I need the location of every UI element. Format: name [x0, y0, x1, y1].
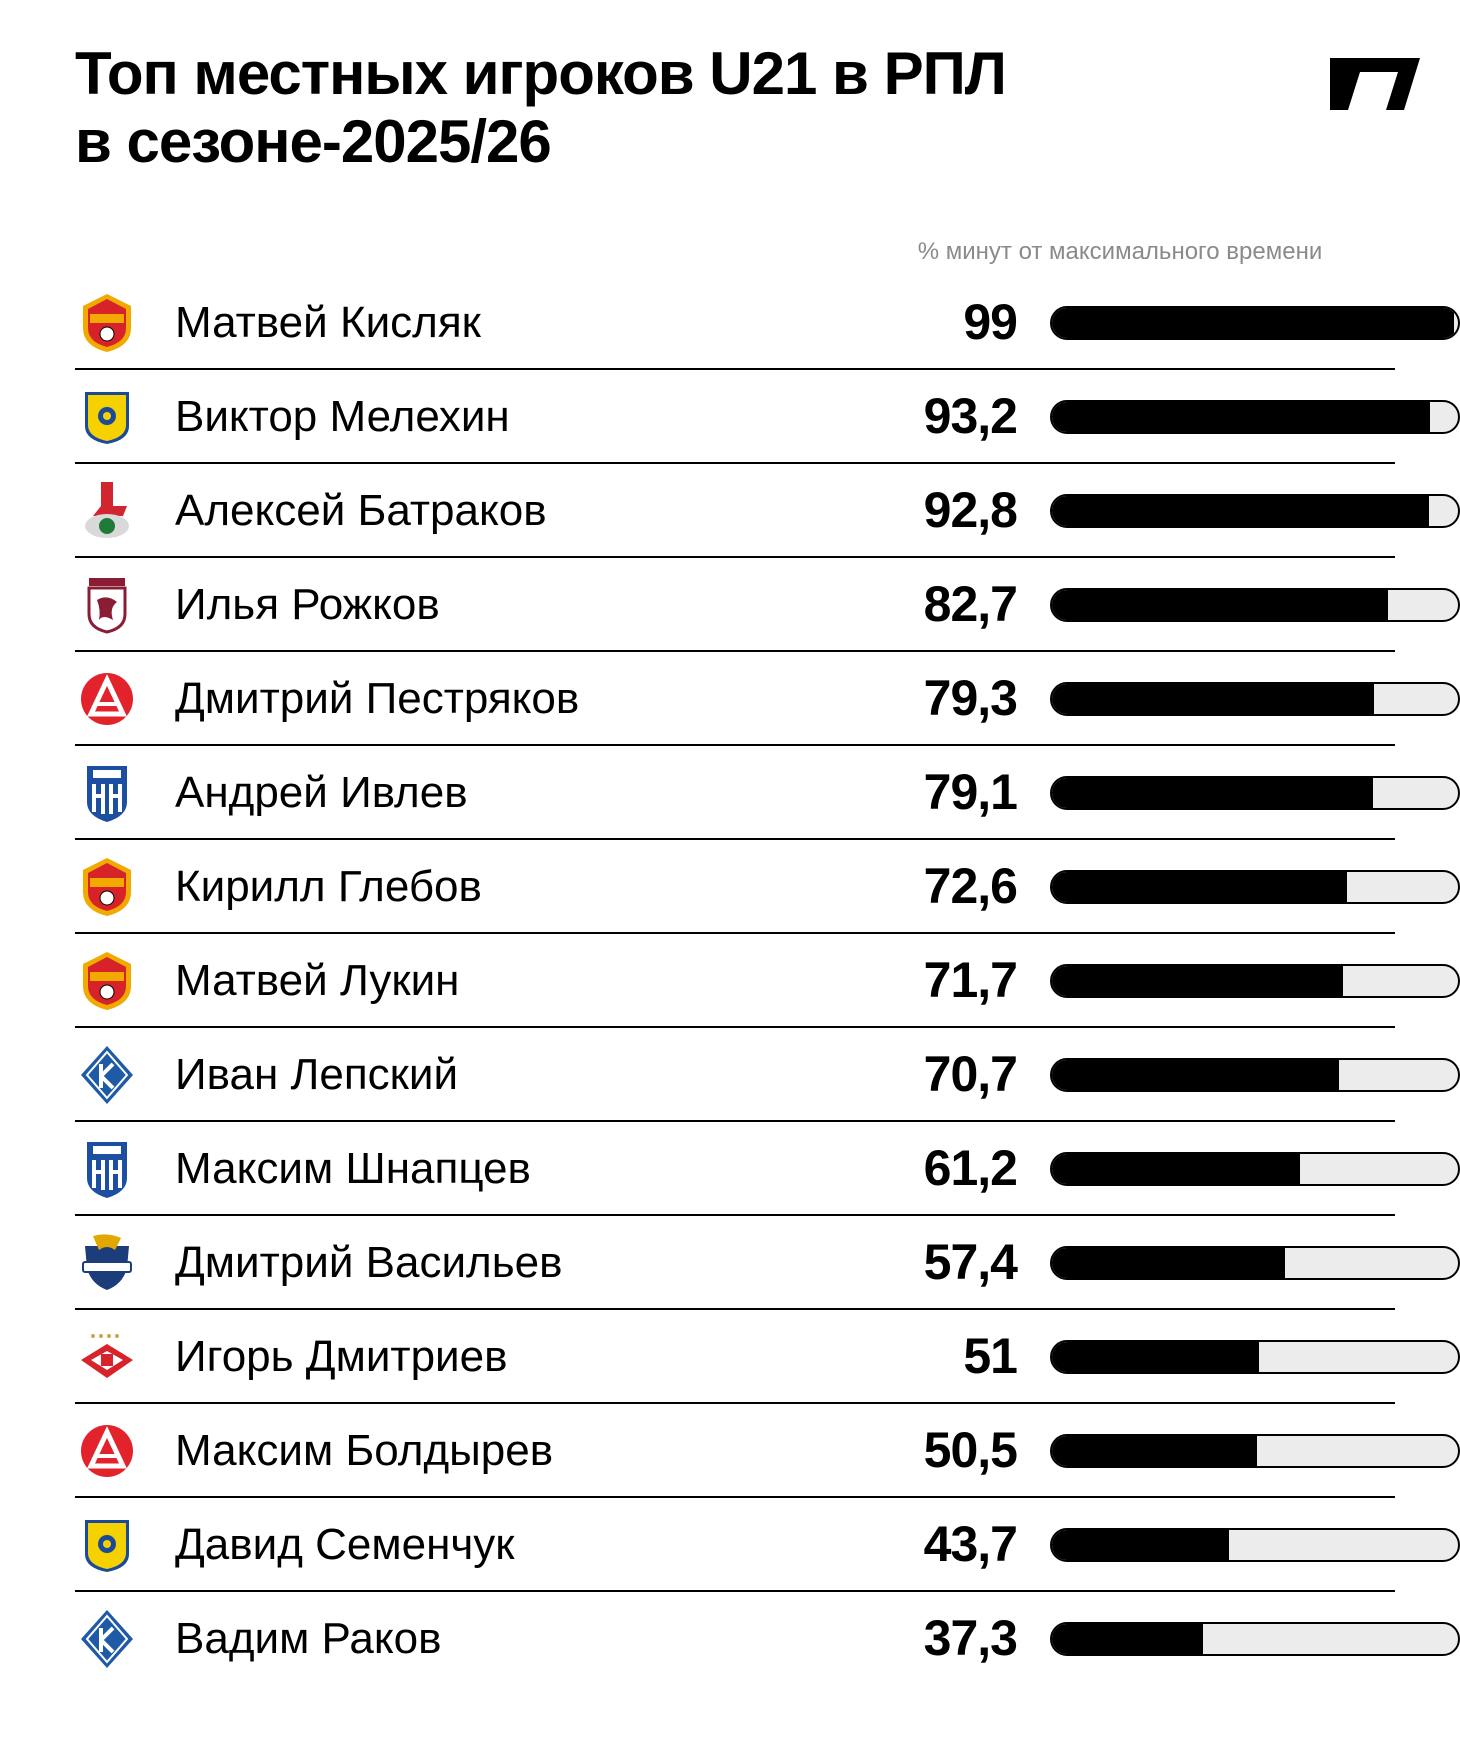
bar-track [1050, 1434, 1460, 1468]
bar [1052, 590, 1388, 620]
sochi-crest-icon [82, 1234, 132, 1290]
bar [1052, 1342, 1260, 1372]
rostov-crest-icon [85, 1520, 129, 1572]
player-name: Виктор Мелехин [175, 392, 510, 441]
rostov-crest-icon [85, 392, 129, 444]
player-row: Дмитрий Пестряков 79,3 [75, 652, 1460, 746]
data-label: 93,2 [923, 388, 1018, 444]
player-name: Илья Рожков [175, 580, 440, 629]
bar-track [1050, 1246, 1460, 1280]
sports-ru-logo-icon [1330, 58, 1420, 110]
player-name: Андрей Ивлев [175, 768, 468, 817]
krylia-crest-icon [81, 1046, 133, 1104]
akron-crest-icon [81, 1425, 133, 1477]
player-row: Виктор Мелехин 93,2 [75, 370, 1460, 464]
bar [1052, 1060, 1340, 1090]
data-label: 43,7 [923, 1516, 1018, 1572]
bar-track [1050, 964, 1460, 998]
bar-track [1050, 1152, 1460, 1186]
bar [1052, 872, 1347, 902]
cska-crest-icon [83, 294, 131, 352]
bar [1052, 684, 1374, 714]
player-row: Матвей Кисляк 99 [75, 276, 1460, 370]
chart-subtitle: % минут от максимального времени [917, 238, 1323, 265]
player-name: Кирилл Глебов [175, 862, 482, 911]
player-ranking-list: Матвей Кисляк 99 Виктор Мелехин 93,2 Алекс… [75, 276, 1460, 1686]
title-line-2: в сезоне-2025/26 [75, 108, 552, 175]
player-name: Дмитрий Васильев [175, 1238, 563, 1287]
player-row: Илья Рожков 82,7 [75, 558, 1460, 652]
data-label: 37,3 [923, 1610, 1018, 1666]
bar [1052, 496, 1429, 526]
player-name: Матвей Кисляк [175, 298, 481, 347]
player-row: Максим Шнапцев 61,2 [75, 1122, 1460, 1216]
lokomotiv-crest-icon [85, 482, 129, 538]
pari-nn-crest-icon [87, 1142, 127, 1198]
bar [1052, 308, 1454, 338]
bar-track [1050, 776, 1460, 810]
player-row: Андрей Ивлев 79,1 [75, 746, 1460, 840]
bar-track [1050, 494, 1460, 528]
pari-nn-crest-icon [87, 766, 127, 822]
player-row: Матвей Лукин 71,7 [75, 934, 1460, 1028]
bar [1052, 778, 1374, 808]
player-row: Кирилл Глебов 72,6 [75, 840, 1460, 934]
bar-track [1050, 306, 1460, 340]
bar [1052, 966, 1344, 996]
data-label: 50,5 [923, 1422, 1018, 1478]
player-row: Максим Болдырев 50,5 [75, 1404, 1460, 1498]
spartak-crest-icon [81, 1334, 133, 1378]
player-name: Иван Лепский [175, 1050, 459, 1099]
bar-track [1050, 1622, 1460, 1656]
akron-crest-icon [81, 673, 133, 725]
player-row: Иван Лепский 70,7 [75, 1028, 1460, 1122]
bar-track [1050, 1528, 1460, 1562]
bar [1052, 1530, 1230, 1560]
player-name: Максим Шнапцев [175, 1144, 531, 1193]
player-name: Вадим Раков [175, 1614, 442, 1663]
cska-crest-icon [83, 952, 131, 1010]
player-name: Игорь Дмитриев [175, 1332, 508, 1381]
player-name: Дмитрий Пестряков [175, 674, 580, 723]
player-row: Алексей Батраков 92,8 [75, 464, 1460, 558]
data-label: 57,4 [923, 1234, 1018, 1290]
player-row: Игорь Дмитриев 51 [75, 1310, 1460, 1404]
player-name: Алексей Батраков [175, 486, 547, 535]
player-row: Дмитрий Васильев 57,4 [75, 1216, 1460, 1310]
bar-track [1050, 870, 1460, 904]
bar [1052, 1248, 1286, 1278]
bar-track [1050, 1340, 1460, 1374]
player-name: Матвей Лукин [175, 956, 460, 1005]
data-label: 79,1 [923, 764, 1018, 820]
player-row: Давид Семенчук 43,7 [75, 1498, 1460, 1592]
bar [1052, 1154, 1301, 1184]
data-label: 79,3 [923, 670, 1018, 726]
data-label: 70,7 [923, 1046, 1018, 1102]
data-label: 99 [963, 294, 1018, 350]
data-label: 82,7 [923, 576, 1018, 632]
data-label: 51 [963, 1328, 1018, 1384]
player-name: Давид Семенчук [175, 1520, 515, 1569]
bar-track [1050, 588, 1460, 622]
bar [1052, 402, 1431, 432]
bar [1052, 1624, 1204, 1654]
bar-track [1050, 400, 1460, 434]
player-name: Максим Болдырев [175, 1426, 554, 1475]
bar [1052, 1436, 1258, 1466]
title-line-1: Топ местных игроков U21 в РПЛ [75, 40, 1007, 107]
player-row: Вадим Раков 37,3 [75, 1592, 1460, 1686]
krylia-crest-icon [81, 1610, 133, 1668]
data-label: 72,6 [923, 858, 1018, 914]
data-label: 92,8 [923, 482, 1018, 538]
rubin-crest-icon [87, 578, 127, 634]
data-label: 61,2 [923, 1140, 1018, 1196]
data-label: 71,7 [923, 952, 1018, 1008]
page-title: Топ местных игроков U21 в РПЛ в сезоне-2… [75, 40, 1007, 176]
bar-track [1050, 682, 1460, 716]
bar-track [1050, 1058, 1460, 1092]
cska-crest-icon [83, 858, 131, 916]
